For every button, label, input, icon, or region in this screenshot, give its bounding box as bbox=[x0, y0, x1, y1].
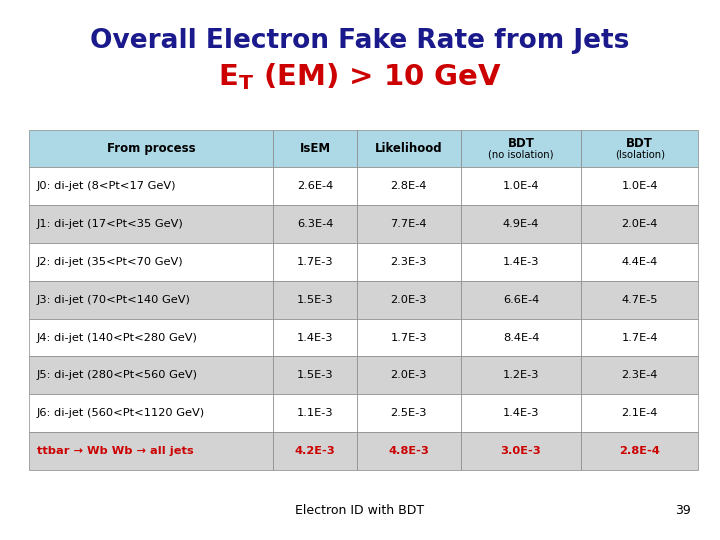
Text: 1.1E-3: 1.1E-3 bbox=[297, 408, 333, 418]
Text: 2.3E-4: 2.3E-4 bbox=[621, 370, 658, 380]
Text: 1.7E-3: 1.7E-3 bbox=[390, 333, 427, 342]
Text: 1.4E-3: 1.4E-3 bbox=[503, 408, 539, 418]
Bar bbox=[357, 319, 461, 356]
Text: 1.5E-3: 1.5E-3 bbox=[297, 370, 333, 380]
Text: 1.0E-4: 1.0E-4 bbox=[621, 181, 658, 191]
Text: 4.2E-3: 4.2E-3 bbox=[294, 446, 336, 456]
Bar bbox=[461, 205, 581, 243]
Text: $\mathbf{E_T}$ (EM) > 10 GeV: $\mathbf{E_T}$ (EM) > 10 GeV bbox=[218, 61, 502, 92]
Text: BDT: BDT bbox=[626, 137, 653, 150]
Text: IsEM: IsEM bbox=[300, 142, 330, 155]
Bar bbox=[29, 243, 273, 281]
Bar bbox=[357, 167, 461, 205]
Bar bbox=[273, 394, 357, 432]
Bar bbox=[29, 356, 273, 394]
Bar bbox=[461, 319, 581, 356]
Bar bbox=[357, 205, 461, 243]
Bar bbox=[357, 130, 461, 167]
Text: 7.7E-4: 7.7E-4 bbox=[390, 219, 427, 229]
Text: J2: di-jet (35<Pt<70 GeV): J2: di-jet (35<Pt<70 GeV) bbox=[37, 257, 184, 267]
Bar bbox=[357, 281, 461, 319]
Bar bbox=[581, 243, 698, 281]
Text: 6.3E-4: 6.3E-4 bbox=[297, 219, 333, 229]
Bar bbox=[29, 205, 273, 243]
Text: 2.8E-4: 2.8E-4 bbox=[391, 181, 427, 191]
Text: 4.4E-4: 4.4E-4 bbox=[621, 257, 658, 267]
Bar bbox=[461, 356, 581, 394]
Bar bbox=[273, 319, 357, 356]
Text: 2.1E-4: 2.1E-4 bbox=[621, 408, 658, 418]
Bar bbox=[273, 432, 357, 470]
Text: 2.5E-3: 2.5E-3 bbox=[390, 408, 427, 418]
Text: 8.4E-4: 8.4E-4 bbox=[503, 333, 539, 342]
Text: 1.7E-3: 1.7E-3 bbox=[297, 257, 333, 267]
Bar bbox=[29, 130, 273, 167]
Text: Likelihood: Likelihood bbox=[375, 142, 443, 155]
Bar bbox=[357, 356, 461, 394]
Bar bbox=[581, 356, 698, 394]
Text: ttbar → Wb Wb → all jets: ttbar → Wb Wb → all jets bbox=[37, 446, 194, 456]
Text: 1.7E-4: 1.7E-4 bbox=[621, 333, 658, 342]
Bar bbox=[273, 130, 357, 167]
Text: 1.2E-3: 1.2E-3 bbox=[503, 370, 539, 380]
Text: From process: From process bbox=[107, 142, 195, 155]
Bar bbox=[29, 432, 273, 470]
Bar bbox=[29, 394, 273, 432]
Text: 39: 39 bbox=[675, 504, 691, 517]
Text: 4.8E-3: 4.8E-3 bbox=[388, 446, 429, 456]
Bar bbox=[581, 394, 698, 432]
Text: J3: di-jet (70<Pt<140 GeV): J3: di-jet (70<Pt<140 GeV) bbox=[37, 295, 191, 305]
Text: Electron ID with BDT: Electron ID with BDT bbox=[295, 504, 425, 517]
Bar bbox=[581, 432, 698, 470]
Bar bbox=[357, 394, 461, 432]
Bar bbox=[357, 432, 461, 470]
Text: J1: di-jet (17<Pt<35 GeV): J1: di-jet (17<Pt<35 GeV) bbox=[37, 219, 184, 229]
Bar bbox=[273, 356, 357, 394]
Bar bbox=[29, 319, 273, 356]
Text: 3.0E-3: 3.0E-3 bbox=[500, 446, 541, 456]
Bar bbox=[581, 130, 698, 167]
Text: 2.8E-4: 2.8E-4 bbox=[619, 446, 660, 456]
Bar bbox=[29, 167, 273, 205]
Text: (Isolation): (Isolation) bbox=[615, 150, 665, 160]
Bar bbox=[273, 243, 357, 281]
Bar bbox=[273, 205, 357, 243]
Bar bbox=[273, 281, 357, 319]
Text: J0: di-jet (8<Pt<17 GeV): J0: di-jet (8<Pt<17 GeV) bbox=[37, 181, 176, 191]
Text: 4.9E-4: 4.9E-4 bbox=[503, 219, 539, 229]
Text: 1.0E-4: 1.0E-4 bbox=[503, 181, 539, 191]
Bar bbox=[461, 243, 581, 281]
Text: 1.4E-3: 1.4E-3 bbox=[297, 333, 333, 342]
Text: 6.6E-4: 6.6E-4 bbox=[503, 295, 539, 305]
Text: 2.0E-3: 2.0E-3 bbox=[390, 370, 427, 380]
Bar bbox=[461, 130, 581, 167]
Bar bbox=[581, 281, 698, 319]
Text: 2.6E-4: 2.6E-4 bbox=[297, 181, 333, 191]
Bar bbox=[357, 243, 461, 281]
Text: 4.7E-5: 4.7E-5 bbox=[621, 295, 658, 305]
Text: 1.5E-3: 1.5E-3 bbox=[297, 295, 333, 305]
Bar bbox=[581, 319, 698, 356]
Text: (no isolation): (no isolation) bbox=[488, 150, 554, 160]
Bar bbox=[461, 394, 581, 432]
Text: J6: di-jet (560<Pt<1120 GeV): J6: di-jet (560<Pt<1120 GeV) bbox=[37, 408, 205, 418]
Bar bbox=[461, 281, 581, 319]
Text: Overall Electron Fake Rate from Jets: Overall Electron Fake Rate from Jets bbox=[90, 28, 630, 53]
Bar bbox=[581, 205, 698, 243]
Bar bbox=[461, 432, 581, 470]
Bar bbox=[29, 281, 273, 319]
Text: 2.0E-3: 2.0E-3 bbox=[390, 295, 427, 305]
Bar bbox=[273, 167, 357, 205]
Text: J4: di-jet (140<Pt<280 GeV): J4: di-jet (140<Pt<280 GeV) bbox=[37, 333, 198, 342]
Text: J5: di-jet (280<Pt<560 GeV): J5: di-jet (280<Pt<560 GeV) bbox=[37, 370, 198, 380]
Text: 2.3E-3: 2.3E-3 bbox=[390, 257, 427, 267]
Text: 1.4E-3: 1.4E-3 bbox=[503, 257, 539, 267]
Bar bbox=[461, 167, 581, 205]
Text: 2.0E-4: 2.0E-4 bbox=[621, 219, 658, 229]
Bar bbox=[581, 167, 698, 205]
Text: BDT: BDT bbox=[508, 137, 534, 150]
